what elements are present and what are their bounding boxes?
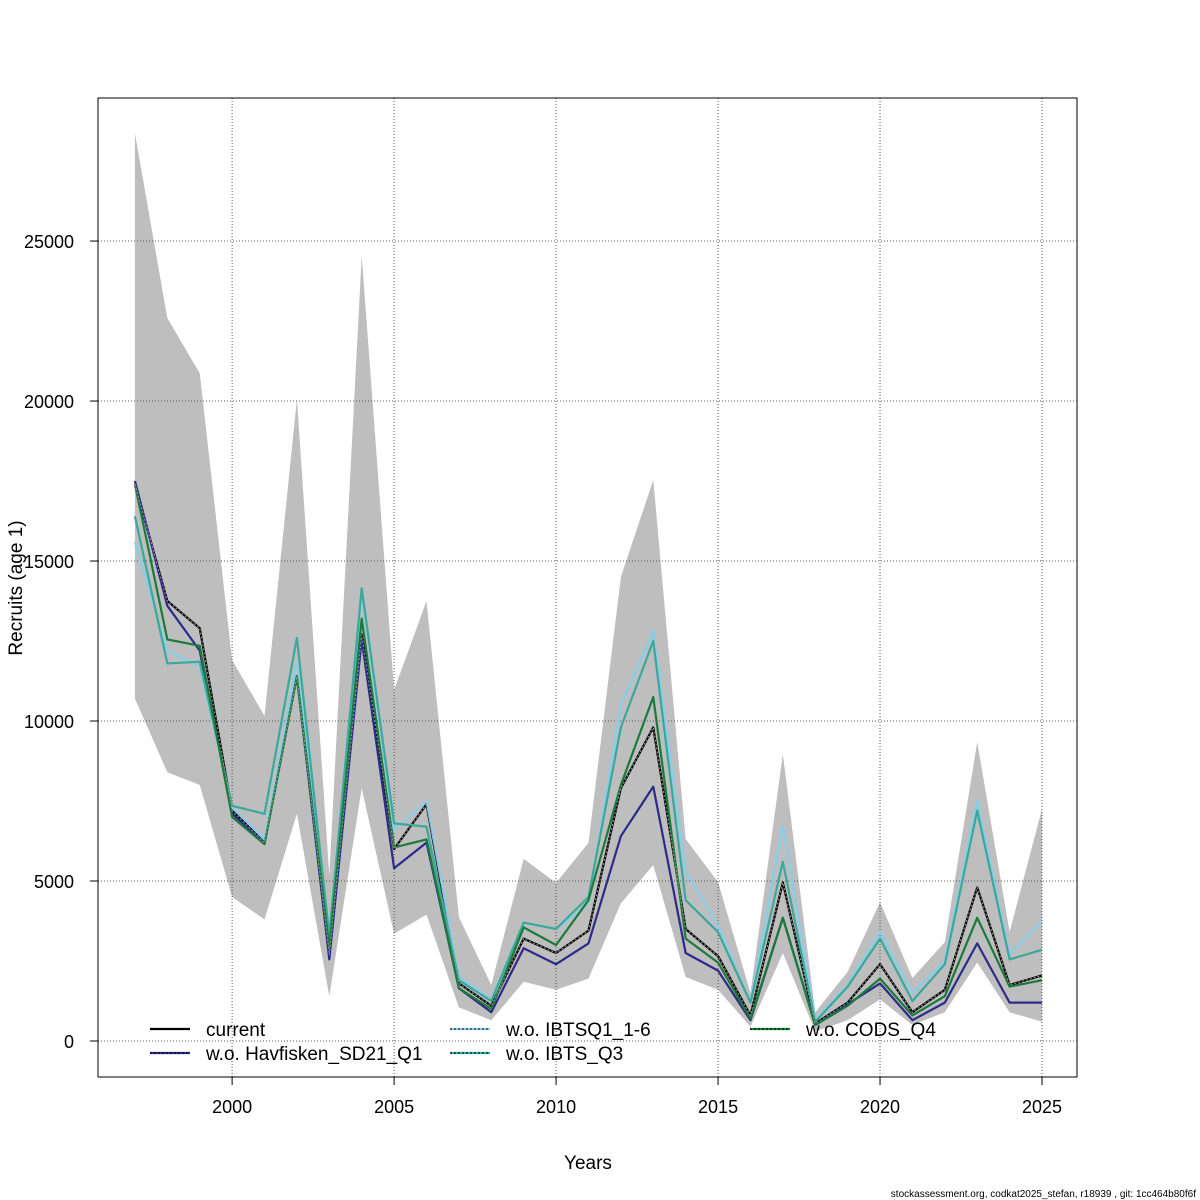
- series-line-current-overlay: [134, 484, 1043, 1025]
- confidence-band-layer: [134, 133, 1043, 1032]
- y-tick-label: 10000: [24, 712, 74, 732]
- y-tick-label: 5000: [34, 872, 74, 892]
- y-tick-label: 0: [64, 1032, 74, 1052]
- x-tick-label: 2015: [698, 1097, 738, 1117]
- x-axis-label: Years: [564, 1153, 612, 1174]
- x-tick-label: 2025: [1022, 1097, 1062, 1117]
- axis-layer: 2000 2005 2010 2015 2020 2025 0 5000 10000 15000 2…: [24, 232, 1062, 1117]
- legend: current w.o. Havfisken_SD21_Q1 w.o. IBTSQ1…: [150, 1020, 936, 1065]
- legend-label: current: [206, 1020, 266, 1041]
- legend-label: w.o. IBTSQ1_1-6: [505, 1020, 651, 1041]
- series-line-2: [133, 541, 1043, 1022]
- y-tick-label: 15000: [24, 552, 74, 572]
- series-line-4: [133, 483, 1043, 1027]
- x-tick-label: 2010: [536, 1097, 576, 1117]
- y-tick-label: 25000: [24, 232, 74, 252]
- footer-text: stockassessment.org, codkat2025_stefan, …: [891, 1189, 1196, 1200]
- y-tick-label: 20000: [24, 392, 74, 412]
- x-tick-label: 2020: [860, 1097, 900, 1117]
- plot-frame: [97, 97, 1078, 1078]
- x-tick-label: 2005: [374, 1097, 414, 1117]
- legend-label: w.o. Havfisken_SD21_Q1: [205, 1044, 423, 1065]
- confidence-band: [134, 133, 1043, 1032]
- grid-layer: [98, 98, 1077, 1077]
- y-axis-label: Recruits (age 1): [6, 520, 27, 655]
- legend-label: w.o. CODS_Q4: [805, 1020, 936, 1041]
- series-layer: [133, 480, 1043, 1027]
- legend-label: w.o. IBTS_Q3: [505, 1044, 623, 1065]
- x-tick-label: 2000: [212, 1097, 252, 1117]
